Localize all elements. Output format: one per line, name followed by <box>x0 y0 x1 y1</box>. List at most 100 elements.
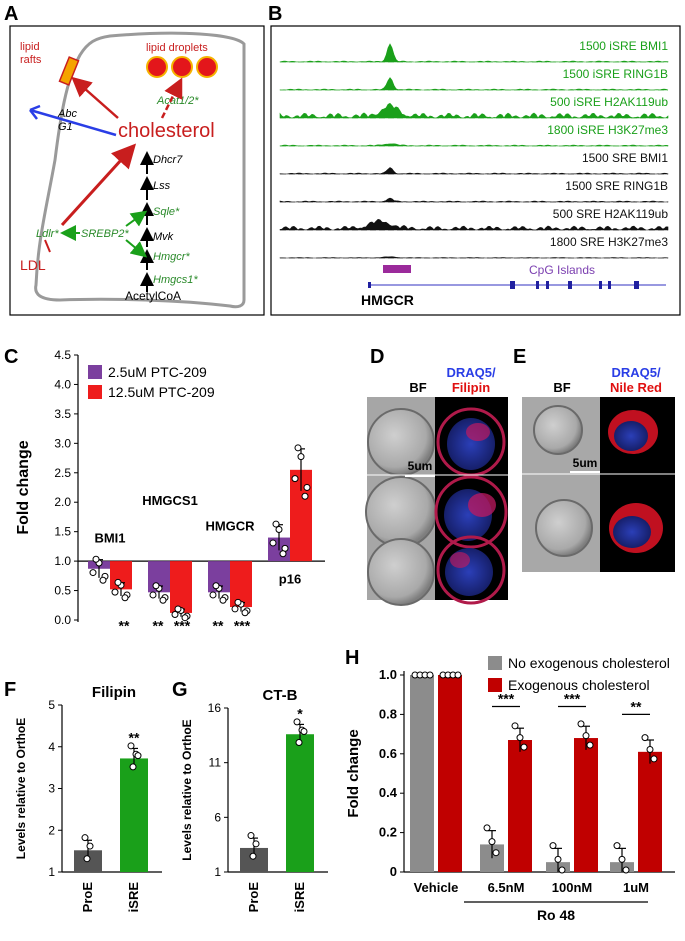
h-point-0-1-3 <box>426 671 434 679</box>
panel-c: C 0.0 0.5 1.0 1.5 2.0 2.5 3.0 3.5 4.0 4.5 Fold cha… <box>4 346 325 634</box>
lss-label: Lss <box>153 180 171 192</box>
c-point-bmi1-2-0 <box>111 588 119 596</box>
droplet-1 <box>146 56 168 78</box>
f-point-1-3 <box>134 752 142 760</box>
c-ytick-label-3: 1.5 <box>54 525 71 539</box>
panel-e: E BF DRAQ5/ Nile Red 5um <box>513 346 675 572</box>
ldlr-cholesterol-arrow <box>60 143 137 227</box>
h-ytick-label-3: 0.6 <box>379 746 397 761</box>
c-point-hmgcr-2-0 <box>231 605 239 613</box>
d-fluor-cell-3-membrane <box>436 535 506 605</box>
lipid-rafts-label-2: rafts <box>20 54 42 66</box>
h-bar-0-1 <box>410 675 434 872</box>
h-point-2-2-1 <box>586 741 594 749</box>
c-point-hmgcs1-1-4 <box>159 596 167 604</box>
h-point-3-2-0 <box>641 734 649 742</box>
c-legend-label-1: 2.5uM PTC-209 <box>108 364 207 380</box>
c-point-p16-1-4 <box>279 550 287 558</box>
panel-a: A lipid rafts lipid droplets Acat1/2* Ab… <box>4 3 265 316</box>
c-point-p16-1-3 <box>272 520 280 528</box>
d-bf-cell-3 <box>367 538 435 606</box>
c-point-p16-2-2 <box>303 483 311 491</box>
hmgcs1-label: Hmgcs1* <box>153 274 198 286</box>
c-point-hmgcs1-1-3 <box>152 582 160 590</box>
g-ylabel: Levels relative to OrthoE <box>180 719 194 860</box>
f-ytick-label-3: 4 <box>48 740 55 754</box>
f-point-0-1 <box>86 842 94 850</box>
c-ytick-label-2: 1.0 <box>54 554 71 568</box>
track-label-6: 1500 SRE RING1B <box>565 179 668 193</box>
abcg1-arrowhead <box>29 104 41 120</box>
ldl-line <box>44 239 51 253</box>
c-ytick-label-4: 2.0 <box>54 495 71 509</box>
h-xlabel-2: 100nM <box>552 880 592 895</box>
panel-label-a: A <box>4 3 18 25</box>
srebp2-label: SREBP2* <box>81 228 129 240</box>
lipid-droplets-label: lipid droplets <box>146 42 208 54</box>
e-bf-cell-1 <box>533 405 583 455</box>
g-ytick-label-0: 1 <box>214 865 221 879</box>
ldlr-label: Ldlr* <box>36 228 59 240</box>
c-ytick-label-0: 0.0 <box>54 613 71 627</box>
g-ytick-label-2: 11 <box>209 756 222 770</box>
c-point-p16-1-1 <box>275 525 283 533</box>
c-bar-hmgcr-2 <box>230 561 252 608</box>
panel-d: D BF DRAQ5/ Filipin 5um <box>365 346 508 606</box>
g-ytick-label-3: 16 <box>208 701 222 715</box>
d-scale-label: 5um <box>408 459 433 473</box>
h-point-3-1-2 <box>618 855 626 863</box>
abc-label-1: Abc <box>57 108 77 120</box>
h-point-3-1-1 <box>622 866 630 874</box>
h-point-1-2-1 <box>520 743 528 751</box>
g-point-0-0 <box>247 832 255 840</box>
panel-label-b: B <box>268 3 282 25</box>
chart-h: 0 0.2 0.4 0.6 0.8 1.0 Fold change Vehicle 6.5nM 1… <box>345 655 675 923</box>
d-fluor-filipin-3 <box>450 552 470 568</box>
g-point-0-2 <box>249 852 257 860</box>
f-xlabel-1: iSRE <box>126 882 141 913</box>
g-ytick-label-1: 6 <box>214 810 221 824</box>
d-fluor-filipin-2 <box>468 493 496 517</box>
h-point-1-1-0 <box>483 824 491 832</box>
c-bar-p16-2 <box>290 469 312 562</box>
c-gene-label-bmi1: BMI1 <box>94 530 125 545</box>
d-stain2: Filipin <box>452 380 490 395</box>
f-ytick-label-2: 3 <box>48 782 55 796</box>
c-sig-2: *** <box>174 618 191 634</box>
c-point-hmgcs1-1-0 <box>149 591 157 599</box>
c-point-hmgcr-2-4 <box>241 609 249 617</box>
c-sig-4: *** <box>234 618 251 634</box>
panel-label-d: D <box>370 346 384 368</box>
track-signal-7 <box>279 218 669 231</box>
d-bf-cell-2 <box>365 476 437 548</box>
panel-a-frame <box>9 25 265 316</box>
h-drug-label: Ro 48 <box>537 907 575 923</box>
gene-label: HMGCR <box>361 292 414 308</box>
c-ytick-label-9: 4.5 <box>54 348 71 362</box>
e-bf-cell-2 <box>535 499 593 557</box>
panel-label-c: C <box>4 346 18 368</box>
c-gene-label-p16: p16 <box>279 571 301 586</box>
h-legend-label-2: Exogenous cholesterol <box>508 677 650 693</box>
droplet-3 <box>196 56 218 78</box>
c-point-hmgcs1-2-4 <box>181 614 189 622</box>
h-legend-label-1: No exogenous cholesterol <box>508 655 670 671</box>
e-scale-label: 5um <box>573 456 598 470</box>
chart-c: 0.0 0.5 1.0 1.5 2.0 2.5 3.0 3.5 4.0 4.5 Fold chang… <box>15 348 325 634</box>
h-bar-3-2 <box>638 751 662 872</box>
track-signal-6 <box>279 197 669 203</box>
c-point-bmi1-2-4 <box>121 594 129 602</box>
panel-label-g: G <box>172 679 188 701</box>
gene-exons <box>368 281 639 289</box>
c-legend-swatch-2 <box>88 385 102 399</box>
d-fluor-filipin-1 <box>466 423 490 441</box>
c-legend-swatch-1 <box>88 365 102 379</box>
g-point-1-0 <box>293 718 301 726</box>
srebp-hmgcr-arrow <box>125 239 148 258</box>
h-point-3-2-2 <box>646 745 654 753</box>
srebp-sqle-arrow <box>125 210 148 227</box>
h-ytick-label-2: 0.4 <box>379 785 398 800</box>
c-point-bmi1-2-3 <box>114 578 122 586</box>
track-label-1: 1500 iSRE BMI1 <box>579 39 668 53</box>
lipid-rafts-label-1: lipid <box>20 41 40 53</box>
